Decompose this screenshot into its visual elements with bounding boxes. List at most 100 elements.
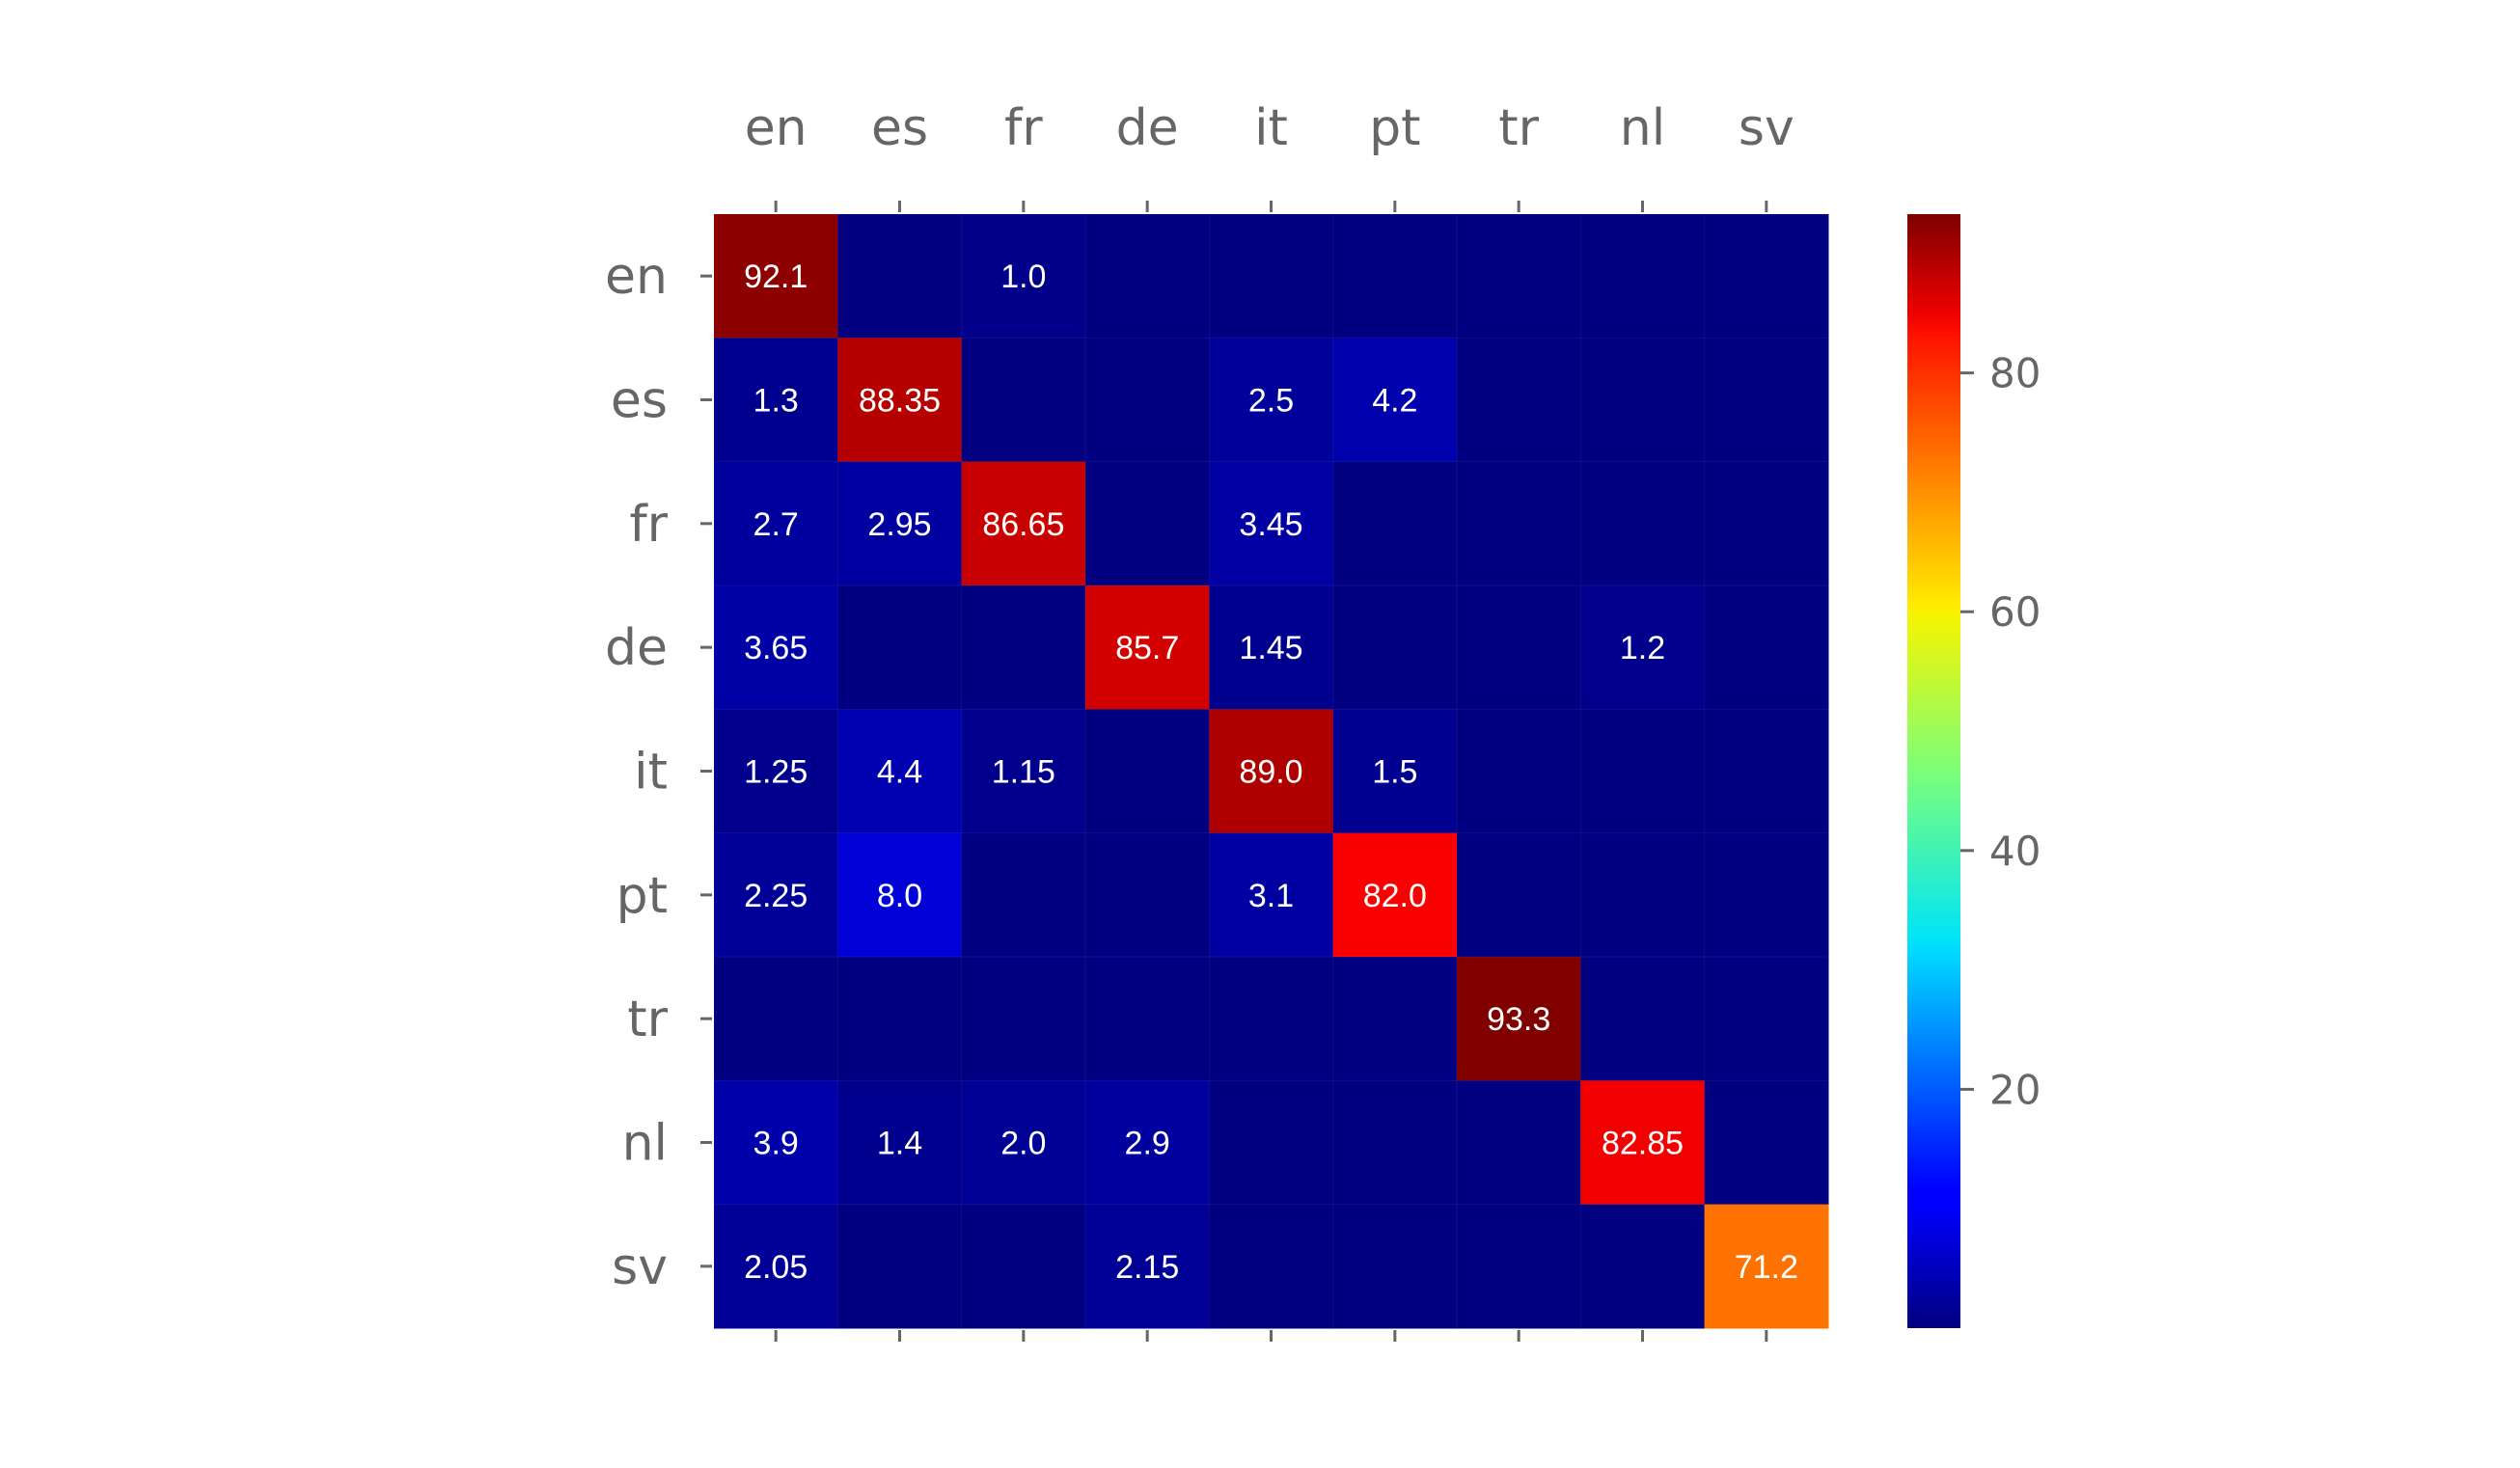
heatmap-cell-es-en	[714, 338, 838, 463]
heatmap-cell-fr-it	[1209, 461, 1334, 586]
heatmap-cell-sv-tr	[1457, 1204, 1581, 1329]
heatmap-cell-de-fr	[961, 585, 1086, 710]
heatmap-cell-de-nl	[1580, 585, 1706, 710]
heatmap-cell-fr-tr	[1457, 461, 1581, 586]
heatmap-cell-nl-en	[714, 1080, 838, 1206]
x-tick-label-de: de	[1116, 99, 1179, 157]
cell-value-it-en: 1.25	[744, 754, 808, 791]
heatmap-cell-pt-pt	[1332, 832, 1458, 958]
x-tick-label-en: en	[745, 99, 808, 157]
colorbar-tick-label: 60	[1989, 588, 2041, 636]
heatmap-cell-en-de	[1085, 214, 1210, 339]
heatmap-cell-en-tr	[1457, 214, 1581, 339]
heatmap-cell-de-tr	[1457, 585, 1581, 710]
heatmap-cell-en-sv	[1704, 214, 1829, 339]
cell-value-pt-pt: 82.0	[1363, 878, 1427, 914]
y-tick-label-en: en	[605, 248, 668, 306]
colorbar-gradient	[1907, 214, 1960, 1328]
cell-value-pt-es: 8.0	[877, 878, 922, 914]
heatmap-cells	[714, 214, 1829, 1329]
heatmap-cell-en-en	[714, 214, 838, 339]
heatmap-cell-en-es	[837, 214, 963, 339]
heatmap-cell-tr-fr	[961, 957, 1086, 1081]
heatmap-cell-en-pt	[1332, 214, 1458, 339]
heatmap-cell-pt-tr	[1457, 832, 1581, 958]
x-tick-label-tr: tr	[1498, 99, 1539, 157]
heatmap-cell-nl-tr	[1457, 1080, 1581, 1206]
heatmap-cell-fr-sv	[1704, 461, 1829, 586]
heatmap-cell-fr-de	[1085, 461, 1210, 586]
heatmap-cell-tr-nl	[1580, 957, 1706, 1081]
cell-value-es-it: 2.5	[1248, 383, 1294, 420]
cell-value-de-en: 3.65	[744, 630, 808, 666]
cell-value-nl-en: 3.9	[753, 1126, 799, 1162]
heatmap-cell-fr-pt	[1332, 461, 1458, 586]
heatmap-cell-en-fr	[961, 214, 1086, 339]
colorbar-tick-label: 20	[1989, 1066, 2041, 1113]
cell-value-it-es: 4.4	[877, 754, 922, 791]
y-tick-label-nl: nl	[622, 1115, 668, 1173]
x-tick-label-es: es	[871, 99, 928, 157]
cell-value-fr-en: 2.7	[753, 506, 799, 543]
cell-value-it-it: 89.0	[1239, 754, 1302, 791]
y-tick-label-fr: fr	[629, 496, 668, 554]
heatmap-cell-pt-sv	[1704, 832, 1829, 958]
x-tick-label-it: it	[1254, 99, 1288, 157]
heatmap-cell-nl-sv	[1704, 1080, 1829, 1206]
heatmap-cell-tr-en	[714, 957, 838, 1081]
cell-value-es-en: 1.3	[753, 383, 799, 420]
heatmap-cell-sv-pt	[1332, 1204, 1458, 1329]
y-tick-label-pt: pt	[616, 867, 668, 925]
x-tick-label-pt: pt	[1369, 99, 1420, 157]
cell-value-sv-de: 2.15	[1115, 1249, 1179, 1286]
cell-value-it-fr: 1.15	[992, 754, 1055, 791]
heatmap-cell-pt-fr	[961, 832, 1086, 958]
heatmap-cell-it-en	[714, 709, 838, 834]
heatmap-cell-fr-es	[837, 461, 963, 586]
x-tick-label-fr: fr	[1004, 99, 1043, 157]
heatmap-cell-en-nl	[1580, 214, 1706, 339]
heatmap-cell-tr-tr	[1457, 957, 1581, 1081]
cell-value-nl-nl: 82.85	[1602, 1126, 1684, 1162]
heatmap-cell-pt-es	[837, 832, 963, 958]
heatmap-cell-tr-pt	[1332, 957, 1458, 1081]
heatmap-cell-es-pt	[1332, 338, 1458, 463]
heatmap-cell-tr-sv	[1704, 957, 1829, 1081]
heatmap-cell-nl-de	[1085, 1080, 1210, 1206]
cell-value-nl-de: 2.9	[1125, 1126, 1170, 1162]
heatmap-cell-sv-de	[1085, 1204, 1210, 1329]
heatmap-cell-de-en	[714, 585, 838, 710]
heatmap-cell-de-pt	[1332, 585, 1458, 710]
heatmap-cell-it-sv	[1704, 709, 1829, 834]
heatmap-cell-es-de	[1085, 338, 1210, 463]
colorbar-tick-label: 80	[1989, 350, 2041, 397]
heatmap-cell-es-nl	[1580, 338, 1706, 463]
cell-value-pt-en: 2.25	[744, 878, 808, 914]
heatmap-cell-tr-it	[1209, 957, 1334, 1081]
cell-value-fr-es: 2.95	[867, 506, 931, 543]
colorbar: 20 40 60 80	[1907, 214, 2041, 1328]
heatmap-cell-tr-es	[837, 957, 963, 1081]
heatmap-cell-fr-fr	[961, 461, 1086, 586]
heatmap-cell-de-it	[1209, 585, 1334, 710]
heatmap-cell-it-pt	[1332, 709, 1458, 834]
heatmap-cell-it-de	[1085, 709, 1210, 834]
heatmap-cell-nl-nl	[1580, 1080, 1706, 1206]
heatmap-cell-tr-de	[1085, 957, 1210, 1081]
cell-value-es-pt: 4.2	[1372, 383, 1417, 420]
heatmap-cell-nl-es	[837, 1080, 963, 1206]
heatmap-cell-fr-nl	[1580, 461, 1706, 586]
heatmap-cell-it-it	[1209, 709, 1334, 834]
cell-value-tr-tr: 93.3	[1487, 1001, 1550, 1038]
heatmap-cell-sv-en	[714, 1204, 838, 1329]
heatmap-cell-de-sv	[1704, 585, 1829, 710]
heatmap-cell-it-tr	[1457, 709, 1581, 834]
cell-value-fr-it: 3.45	[1239, 506, 1302, 543]
cell-value-en-fr: 1.0	[1000, 258, 1046, 295]
heatmap-cell-es-sv	[1704, 338, 1829, 463]
y-tick-label-sv: sv	[612, 1238, 668, 1296]
heatmap-cell-de-es	[837, 585, 963, 710]
cell-value-pt-it: 3.1	[1248, 878, 1294, 914]
heatmap-cell-sv-fr	[961, 1204, 1086, 1329]
